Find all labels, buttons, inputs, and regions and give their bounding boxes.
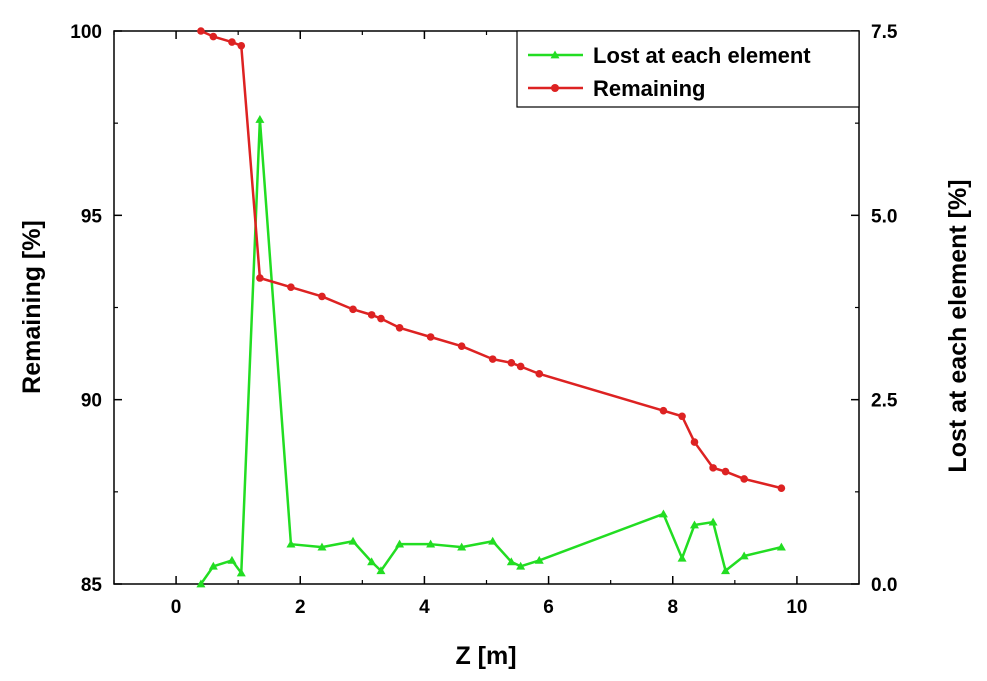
data-point-remaining <box>678 412 686 421</box>
data-point-lost <box>196 579 206 588</box>
data-point-remaining <box>516 362 525 371</box>
data-point-lost <box>426 539 436 548</box>
x-tick-label: 8 <box>667 597 678 618</box>
y-axis-left-title: Remaining [%] <box>18 220 46 394</box>
data-point-lost <box>488 536 498 545</box>
legend-marker-lost <box>550 50 560 59</box>
y-left-tick-label: 85 <box>81 575 103 596</box>
data-point-lost <box>721 566 731 575</box>
y-right-tick-label: 5.0 <box>871 206 897 227</box>
data-point-lost <box>317 542 327 551</box>
data-point-lost <box>286 539 296 548</box>
data-point-lost <box>348 536 358 545</box>
data-point-remaining <box>197 27 205 35</box>
series-line-lost <box>199 118 782 585</box>
data-point-remaining <box>535 370 544 378</box>
y-left-tick-label: 90 <box>81 391 102 412</box>
plot-frame <box>113 30 860 585</box>
x-tick-label: 2 <box>295 597 306 618</box>
data-point-lost <box>689 520 699 529</box>
data-point-lost <box>516 561 526 570</box>
data-point-remaining <box>256 274 264 282</box>
legend: Lost at each element Remaining <box>516 30 860 108</box>
data-point-lost <box>457 542 467 551</box>
data-point-remaining <box>777 484 786 492</box>
y-left-tick-label: 100 <box>70 22 102 43</box>
legend-box <box>516 30 860 108</box>
legend-label-remaining: Remaining <box>593 76 705 101</box>
legend-marker-remaining <box>551 84 559 92</box>
x-axis-title: Z [m] <box>455 642 516 670</box>
data-point-remaining <box>287 283 295 292</box>
data-point-remaining <box>507 359 516 367</box>
data-point-remaining <box>367 311 376 319</box>
data-point-remaining <box>237 41 246 50</box>
y-right-tick-label: 0.0 <box>871 575 897 596</box>
data-point-remaining <box>426 333 435 341</box>
data-point-lost <box>776 542 786 551</box>
y-right-tick-label: 2.5 <box>871 391 898 412</box>
data-point-remaining <box>395 323 404 332</box>
data-point-remaining <box>457 342 466 351</box>
data-point-remaining <box>318 292 326 301</box>
data-point-lost <box>376 566 386 575</box>
data-point-lost <box>739 551 749 560</box>
data-point-remaining <box>740 475 748 483</box>
data-point-remaining <box>709 464 717 472</box>
y-axis-right-title: Lost at each element [%] <box>944 179 972 472</box>
data-point-lost <box>208 561 218 570</box>
data-point-remaining <box>377 314 385 323</box>
data-point-lost <box>395 539 405 548</box>
data-point-remaining <box>488 355 497 363</box>
data-point-lost <box>236 568 246 577</box>
x-tick-label: 0 <box>171 597 182 618</box>
y-right-tick-label: 7.5 <box>871 22 898 43</box>
data-point-lost <box>227 555 237 564</box>
data-point-remaining <box>209 32 218 41</box>
data-point-remaining <box>228 38 236 46</box>
data-point-lost <box>534 555 544 564</box>
data-point-remaining <box>349 305 357 314</box>
x-tick-label: 6 <box>543 597 554 618</box>
data-point-lost <box>677 553 687 562</box>
data-point-lost <box>367 557 377 566</box>
y-left-tick-label: 95 <box>81 206 103 227</box>
x-tick-label: 4 <box>419 597 430 618</box>
data-point-remaining <box>690 438 699 446</box>
series-line-remaining <box>200 29 782 490</box>
data-point-lost <box>255 114 265 123</box>
x-tick-label: 10 <box>786 597 807 618</box>
legend-label-lost: Lost at each element <box>593 43 811 68</box>
data-point-lost <box>708 517 718 526</box>
data-point-lost <box>658 509 668 518</box>
data-point-remaining <box>659 406 668 415</box>
data-point-remaining <box>721 467 730 476</box>
data-point-lost <box>506 557 516 566</box>
